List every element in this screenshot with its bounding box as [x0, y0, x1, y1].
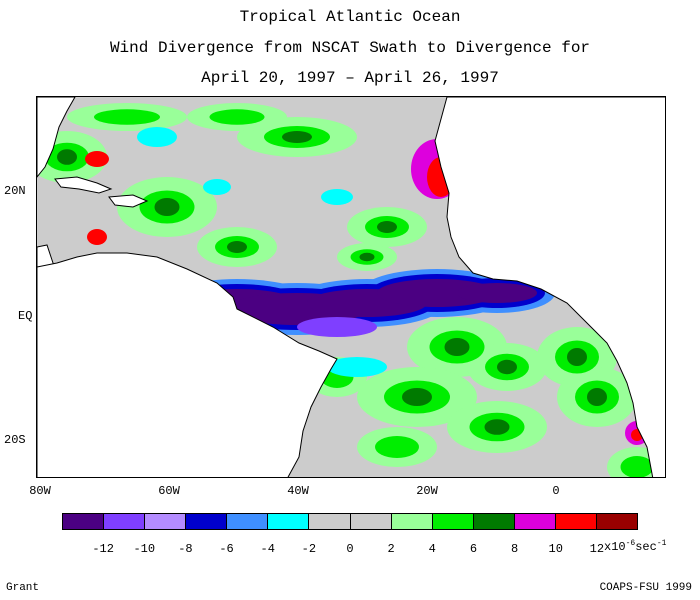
map-canvas — [37, 97, 665, 477]
legend-units: x10-6sec-1 — [604, 539, 666, 554]
divergence-patch — [154, 198, 180, 216]
divergence-patch — [209, 109, 265, 125]
legend-tick-label: 0 — [346, 542, 354, 556]
lon-label-0: 0 — [552, 484, 560, 498]
divergence-patch — [359, 252, 375, 262]
divergence-patch — [620, 456, 654, 477]
divergence-patch — [57, 149, 77, 165]
legend-tick-label: 10 — [548, 542, 563, 556]
land-africa — [434, 97, 665, 477]
divergence-patch — [87, 229, 107, 245]
divergence-patch — [567, 348, 587, 366]
lat-label-20n: 20N — [4, 184, 26, 198]
legend-swatch — [309, 514, 351, 529]
divergence-patch — [227, 241, 247, 253]
legend-tick-label: 8 — [510, 542, 519, 556]
divergence-patch — [137, 127, 177, 147]
org-credit: COAPS-FSU 1999 — [599, 582, 692, 594]
lat-label-20s: 20S — [4, 433, 26, 447]
divergence-patch — [85, 151, 109, 167]
legend-tick-label: -4 — [260, 542, 275, 556]
divergence-patch — [444, 338, 470, 356]
legend-swatch — [227, 514, 269, 529]
lon-label-20w: 20W — [416, 484, 438, 498]
legend-swatch — [555, 514, 598, 529]
legend-swatch — [350, 514, 392, 529]
legend-swatch — [514, 514, 556, 529]
legend-swatch — [63, 514, 105, 529]
legend-tick-label: -6 — [219, 542, 234, 556]
legend-tick-label: -12 — [92, 542, 114, 556]
legend-swatch — [145, 514, 187, 529]
divergence-patch — [402, 388, 432, 406]
divergence-patch — [484, 419, 510, 435]
lat-label-eq: EQ — [18, 309, 33, 323]
legend-tick-label: -10 — [133, 542, 156, 556]
divergence-patch — [321, 189, 353, 205]
lon-label-80w: 80W — [29, 484, 51, 498]
legend-swatch — [104, 514, 146, 529]
legend-tick-label: 12 — [589, 542, 605, 556]
units-exponent: -6 — [625, 539, 636, 548]
divergence-patch — [327, 357, 387, 377]
units-exponent-2: -1 — [656, 539, 667, 548]
legend-tick-label: 6 — [469, 542, 478, 556]
legend-swatch — [597, 514, 638, 529]
legend-tick-label: 4 — [428, 542, 436, 556]
divergence-patch — [297, 317, 377, 337]
divergence-patch — [457, 283, 537, 303]
divergence-patch — [282, 131, 312, 143]
map-date-range: April 20, 1997 – April 26, 1997 — [201, 69, 499, 87]
divergence-patch — [375, 436, 419, 458]
lon-label-40w: 40W — [287, 484, 309, 498]
land-hispaniola — [108, 194, 149, 208]
legend-swatch — [391, 514, 433, 529]
divergence-patch — [497, 359, 517, 375]
divergence-patch — [203, 179, 231, 195]
author-credit: Grant — [6, 582, 40, 594]
legend-swatch — [268, 514, 310, 529]
divergence-patch — [587, 388, 607, 406]
legend-tick-label: -2 — [301, 542, 317, 556]
map-subtitle: Wind Divergence from NSCAT Swath to Dive… — [109, 39, 591, 57]
divergence-patch — [377, 221, 397, 233]
lon-label-60w: 60W — [158, 484, 180, 498]
land-cuba — [54, 176, 113, 194]
map-title: Tropical Atlantic Ocean — [239, 8, 461, 26]
land-south-america — [37, 252, 338, 477]
legend-swatch — [186, 514, 228, 529]
divergence-patch — [94, 109, 160, 125]
divergence-map — [36, 96, 666, 478]
divergence-patch — [377, 279, 497, 307]
legend-tick-label: -8 — [178, 542, 193, 556]
units-suffix: sec — [635, 540, 657, 554]
legend-tick-label: 2 — [387, 542, 395, 556]
units-prefix: x10 — [604, 540, 626, 554]
land-north-america — [37, 97, 76, 178]
color-legend — [62, 513, 638, 530]
legend-swatch — [432, 514, 474, 529]
legend-swatch — [473, 514, 515, 529]
